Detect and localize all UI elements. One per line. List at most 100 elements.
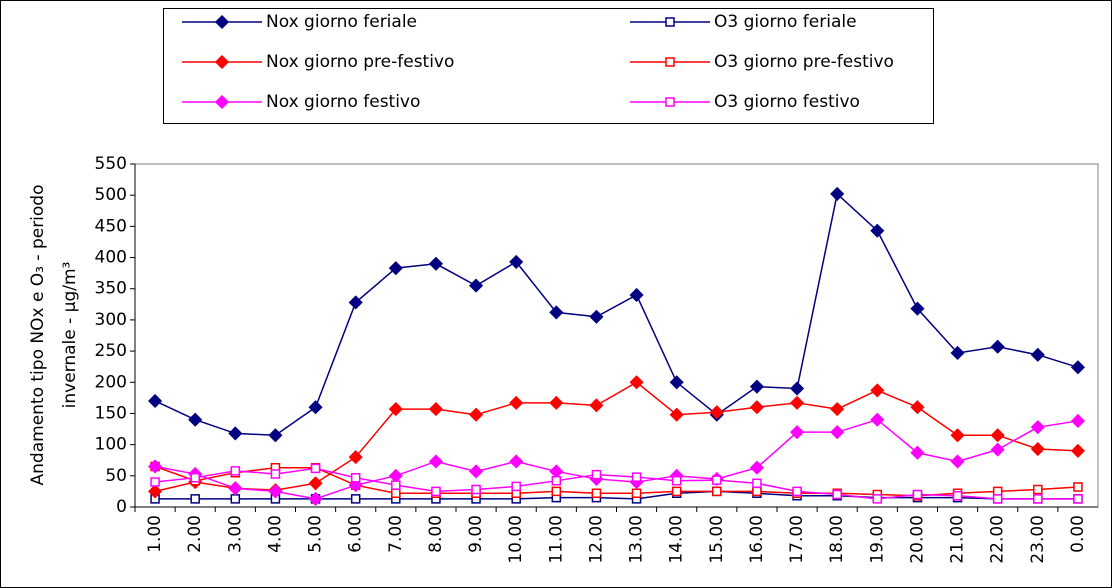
data-point — [669, 407, 684, 422]
x-tick-label: 0.00 — [1068, 515, 1088, 553]
y-tick-label: 200 — [95, 372, 127, 392]
data-point — [749, 379, 764, 394]
x-tick-label: 9.00 — [466, 515, 486, 553]
data-point — [1070, 443, 1085, 458]
data-point — [428, 454, 443, 469]
data-point — [950, 454, 965, 469]
data-point — [1033, 484, 1043, 495]
data-point — [589, 398, 604, 413]
x-tick-label: 7.00 — [386, 515, 406, 553]
x-tick-label: 16.00 — [747, 515, 767, 564]
y-tick-label: 300 — [95, 310, 127, 330]
x-tick-label: 18.00 — [827, 515, 847, 564]
data-point — [872, 494, 883, 504]
data-point — [190, 494, 200, 504]
x-tick-label: 6.00 — [346, 515, 366, 553]
data-point — [511, 481, 521, 492]
legend-box — [163, 8, 934, 124]
legend-marker — [214, 54, 230, 70]
legend-marker — [214, 14, 230, 30]
data-point — [428, 256, 443, 271]
legend-marker — [665, 57, 675, 67]
data-point — [388, 261, 403, 276]
y-tick-label: 50 — [105, 466, 127, 486]
data-point — [629, 375, 644, 390]
data-point — [990, 339, 1005, 354]
data-point — [551, 476, 562, 486]
data-point — [230, 466, 241, 476]
x-tick-label: 15.00 — [707, 515, 727, 564]
data-point — [270, 469, 281, 479]
x-tick-label: 5.00 — [306, 515, 326, 553]
y-tick-label: 100 — [95, 435, 127, 455]
data-point — [1030, 347, 1045, 362]
x-tick-label: 3.00 — [225, 515, 245, 553]
data-point — [752, 486, 762, 497]
data-point — [1030, 420, 1045, 435]
data-point — [790, 395, 805, 410]
data-point — [950, 345, 965, 361]
data-point — [712, 475, 722, 485]
data-point — [150, 477, 160, 487]
data-point — [830, 425, 845, 440]
legend-label: O3 giorno festivo — [714, 92, 860, 112]
legend-marker — [665, 17, 675, 27]
data-point — [469, 464, 484, 479]
data-point — [148, 484, 163, 499]
data-point — [631, 488, 642, 499]
data-point — [268, 484, 283, 499]
data-point — [1073, 494, 1083, 504]
data-point — [228, 426, 243, 441]
x-tick-label: 12.00 — [586, 515, 606, 564]
data-point — [832, 489, 842, 500]
data-point — [268, 428, 283, 443]
data-point — [391, 480, 401, 490]
data-point — [790, 381, 805, 396]
data-point — [749, 460, 764, 475]
x-tick-label: 10.00 — [506, 515, 526, 564]
data-point — [671, 486, 682, 497]
data-point — [952, 491, 963, 501]
data-point — [910, 301, 925, 316]
legend-marker — [665, 97, 675, 107]
data-point — [350, 494, 361, 504]
x-tick-label: 22.00 — [988, 515, 1008, 564]
data-point — [471, 484, 481, 495]
y-axis-label: invernale - μg/m³ — [60, 262, 80, 409]
data-point — [990, 442, 1005, 457]
x-tick-label: 8.00 — [426, 515, 446, 553]
y-tick-label: 350 — [95, 279, 127, 299]
y-tick-label: 450 — [95, 216, 127, 236]
data-point — [1070, 413, 1085, 428]
data-point — [310, 463, 321, 474]
y-tick-label: 400 — [95, 248, 127, 268]
x-tick-label: 21.00 — [948, 515, 968, 564]
data-point — [551, 486, 562, 497]
y-tick-label: 550 — [95, 154, 127, 174]
x-tick-label: 4.00 — [265, 515, 285, 553]
data-point — [910, 445, 925, 460]
data-point — [348, 450, 363, 465]
data-point — [1070, 360, 1085, 375]
data-point — [391, 488, 401, 499]
data-point — [308, 491, 323, 506]
data-point — [1073, 482, 1083, 492]
x-tick-label: 23.00 — [1028, 515, 1048, 564]
data-point — [1033, 494, 1043, 504]
series-line — [154, 192, 1079, 437]
data-point — [148, 459, 163, 474]
y-tick-label: 150 — [95, 403, 127, 423]
data-point — [509, 254, 524, 269]
data-point — [388, 402, 403, 417]
data-point — [509, 395, 524, 410]
x-tick-label: 13.00 — [627, 515, 647, 564]
data-point — [431, 486, 441, 497]
legend-label: O3 giorno pre-festivo — [714, 52, 894, 72]
y-axis-label: Andamento tipo NOx e O₃ - periodo — [28, 185, 48, 486]
series-line — [154, 467, 1078, 500]
data-point — [1030, 441, 1045, 457]
legend-label: O3 giorno feriale — [714, 12, 857, 32]
data-point — [469, 407, 484, 422]
data-point — [910, 400, 925, 415]
legend-label: Nox giorno pre-festivo — [266, 52, 454, 72]
